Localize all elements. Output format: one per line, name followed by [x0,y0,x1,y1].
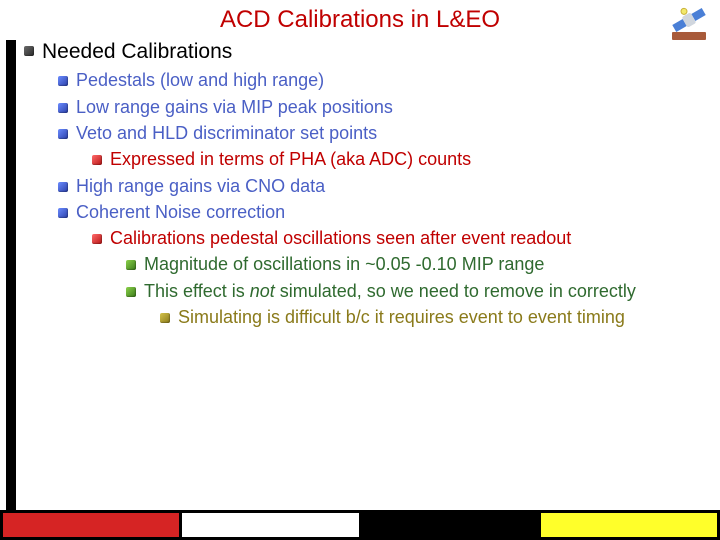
list-item: Coherent Noise correction [58,200,710,224]
list-item-text: Coherent Noise correction [76,200,710,224]
list-item: Calibrations pedestal oscillations seen … [92,226,710,250]
list-item-text: High range gains via CNO data [76,174,710,198]
footer-cell [359,510,538,540]
bullet-icon [92,155,102,165]
page-title: ACD Calibrations in L&EO [0,0,720,40]
list-item: Needed Calibrations [24,38,710,66]
footer-bar [0,510,720,540]
bullet-icon [58,103,68,113]
bullet-icon [92,234,102,244]
bullet-icon [126,287,136,297]
bullet-icon [58,182,68,192]
list-item: Magnitude of oscillations in ~0.05 -0.10… [126,252,710,276]
bullet-icon [24,46,34,56]
list-item: This effect is not simulated, so we need… [126,279,710,303]
footer-cell [179,510,358,540]
list-item: Pedestals (low and high range) [58,68,710,92]
footer-cell [0,510,179,540]
bullet-icon [126,260,136,270]
bullet-list: Needed CalibrationsPedestals (low and hi… [24,38,710,504]
list-item-text: Needed Calibrations [42,38,710,66]
left-accent-bar [6,40,16,510]
list-item-text: Veto and HLD discriminator set points [76,121,710,145]
bullet-icon [160,313,170,323]
list-item-text: Pedestals (low and high range) [76,68,710,92]
bullet-icon [58,129,68,139]
list-item-text: This effect is not simulated, so we need… [144,279,710,303]
list-item: Low range gains via MIP peak positions [58,95,710,119]
satellite-icon [666,6,712,42]
list-item: Veto and HLD discriminator set points [58,121,710,145]
list-item-text: Simulating is difficult b/c it requires … [178,305,710,329]
bullet-icon [58,76,68,86]
list-item: Expressed in terms of PHA (aka ADC) coun… [92,147,710,171]
list-item-text: Expressed in terms of PHA (aka ADC) coun… [110,147,710,171]
list-item-text: Low range gains via MIP peak positions [76,95,710,119]
footer-cell [538,510,720,540]
list-item: Simulating is difficult b/c it requires … [160,305,710,329]
bullet-icon [58,208,68,218]
list-item-text: Magnitude of oscillations in ~0.05 -0.10… [144,252,710,276]
list-item-text: Calibrations pedestal oscillations seen … [110,226,710,250]
list-item: High range gains via CNO data [58,174,710,198]
